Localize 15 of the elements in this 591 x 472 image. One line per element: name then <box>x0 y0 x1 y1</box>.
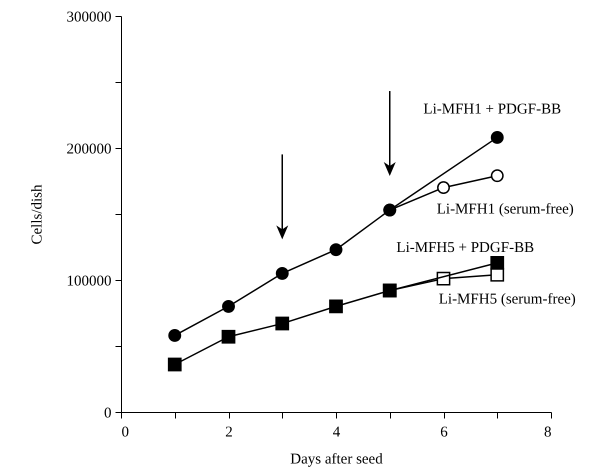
x-tick-label: 0 <box>122 424 129 440</box>
series-label: Li-MFH5 (serum-free) <box>438 292 576 308</box>
x-tick-label: 8 <box>544 424 552 440</box>
x-axis-title: Days after seed <box>290 452 384 468</box>
series-label: Li-MFH1 (serum-free) <box>436 202 574 218</box>
y-tick-label: 200000 <box>66 142 112 158</box>
y-axis-title: Cells/dish <box>30 184 46 245</box>
y-tick-label: 0 <box>104 406 112 422</box>
x-tick-label: 6 <box>440 424 448 440</box>
series-label: Li-MFH1 + PDGF-BB <box>423 101 562 118</box>
y-tick-label: 100000 <box>66 274 112 290</box>
y-tick-label: 300000 <box>66 10 112 26</box>
x-tick-label: 2 <box>225 424 233 440</box>
series-label: Li-MFH5 + PDGF-BB <box>396 240 534 256</box>
x-tick-label: 4 <box>332 424 341 440</box>
